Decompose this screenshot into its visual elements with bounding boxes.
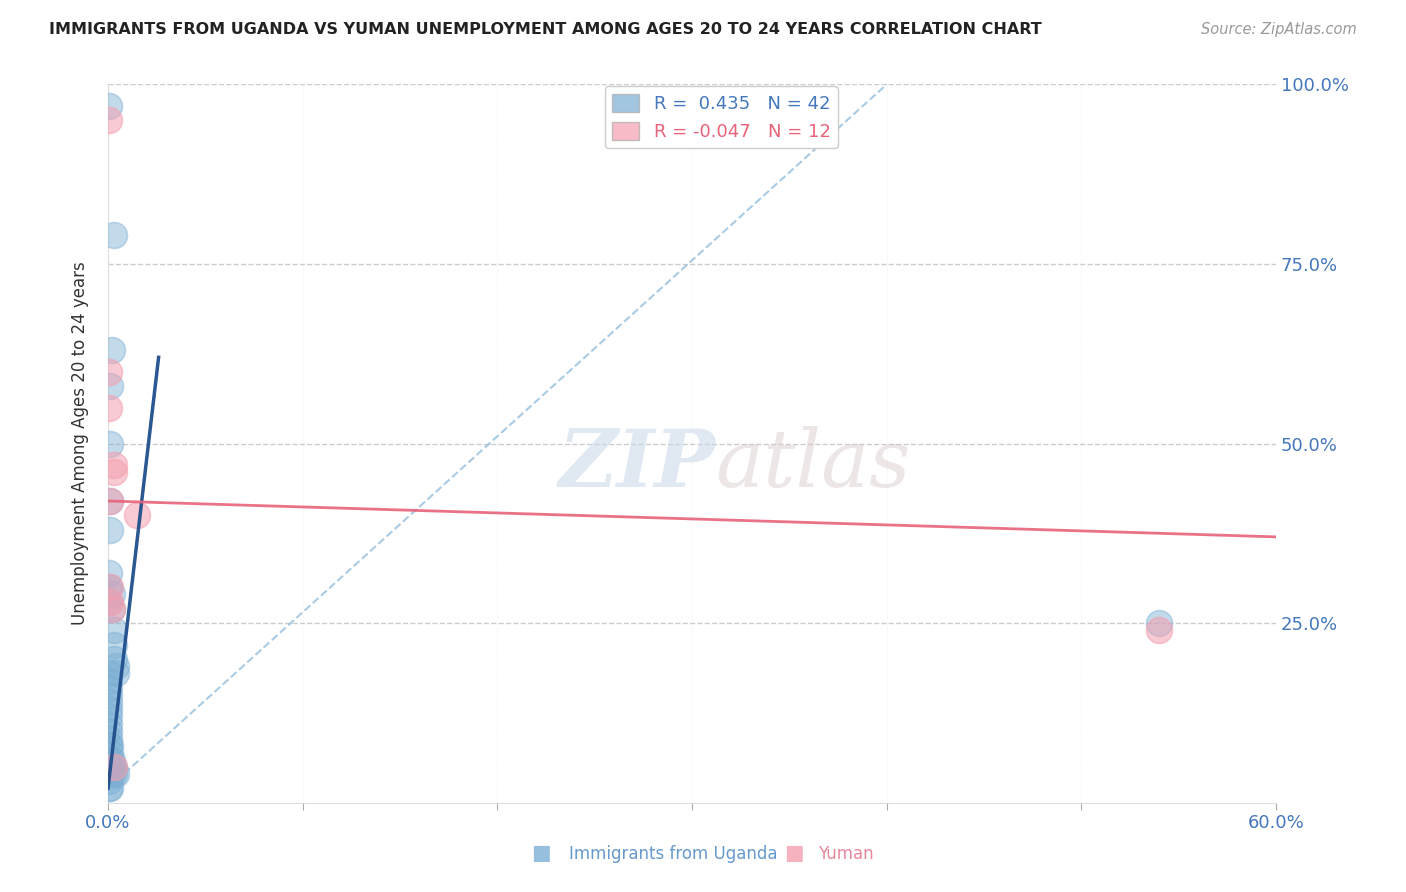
Point bbox=[97, 99, 120, 113]
Point bbox=[98, 436, 121, 450]
Point bbox=[98, 523, 121, 537]
Point bbox=[97, 113, 120, 128]
Point bbox=[101, 587, 124, 601]
Point bbox=[97, 781, 120, 796]
Point bbox=[103, 760, 125, 774]
Point bbox=[97, 709, 120, 723]
Point bbox=[104, 659, 127, 673]
Point bbox=[97, 673, 120, 688]
Text: ■: ■ bbox=[785, 844, 804, 863]
Point bbox=[97, 365, 120, 379]
Point bbox=[97, 594, 120, 608]
Point bbox=[97, 774, 120, 789]
Point bbox=[1147, 615, 1170, 630]
Point bbox=[97, 702, 120, 716]
Point bbox=[104, 666, 127, 681]
Point bbox=[103, 760, 125, 774]
Point bbox=[97, 401, 120, 415]
Point bbox=[101, 343, 124, 358]
Point bbox=[98, 752, 121, 766]
Text: IMMIGRANTS FROM UGANDA VS YUMAN UNEMPLOYMENT AMONG AGES 20 TO 24 YEARS CORRELATI: IMMIGRANTS FROM UGANDA VS YUMAN UNEMPLOY… bbox=[49, 22, 1042, 37]
Point bbox=[103, 624, 125, 638]
Point bbox=[98, 580, 121, 594]
Text: Yuman: Yuman bbox=[818, 846, 875, 863]
Point bbox=[98, 594, 121, 608]
Text: Source: ZipAtlas.com: Source: ZipAtlas.com bbox=[1201, 22, 1357, 37]
Point bbox=[1147, 624, 1170, 638]
Point bbox=[98, 494, 121, 508]
Point bbox=[98, 738, 121, 752]
Point bbox=[101, 767, 124, 781]
Point bbox=[103, 638, 125, 652]
Point bbox=[101, 601, 124, 615]
Point bbox=[97, 688, 120, 702]
Y-axis label: Unemployment Among Ages 20 to 24 years: Unemployment Among Ages 20 to 24 years bbox=[72, 261, 89, 625]
Point bbox=[103, 767, 125, 781]
Point bbox=[97, 716, 120, 731]
Point bbox=[101, 760, 124, 774]
Point bbox=[97, 681, 120, 695]
Text: Immigrants from Uganda: Immigrants from Uganda bbox=[569, 846, 778, 863]
Point bbox=[98, 379, 121, 393]
Point bbox=[103, 652, 125, 666]
Point bbox=[103, 465, 125, 479]
Text: ZIP: ZIP bbox=[558, 426, 716, 504]
Point bbox=[97, 580, 120, 594]
Point bbox=[127, 508, 149, 523]
Point bbox=[97, 738, 120, 752]
Legend: R =  0.435   N = 42, R = -0.047   N = 12: R = 0.435 N = 42, R = -0.047 N = 12 bbox=[605, 87, 838, 148]
Point bbox=[97, 731, 120, 745]
Point bbox=[103, 458, 125, 472]
Point bbox=[101, 601, 124, 615]
Text: atlas: atlas bbox=[716, 426, 911, 504]
Point bbox=[103, 228, 125, 243]
Point bbox=[101, 752, 124, 766]
Point bbox=[98, 494, 121, 508]
Point bbox=[97, 566, 120, 580]
Point bbox=[97, 723, 120, 738]
Point bbox=[97, 695, 120, 709]
Point bbox=[98, 781, 121, 796]
Text: ■: ■ bbox=[531, 844, 551, 863]
Point bbox=[98, 745, 121, 759]
Point bbox=[98, 760, 121, 774]
Point bbox=[97, 666, 120, 681]
Point bbox=[104, 767, 127, 781]
